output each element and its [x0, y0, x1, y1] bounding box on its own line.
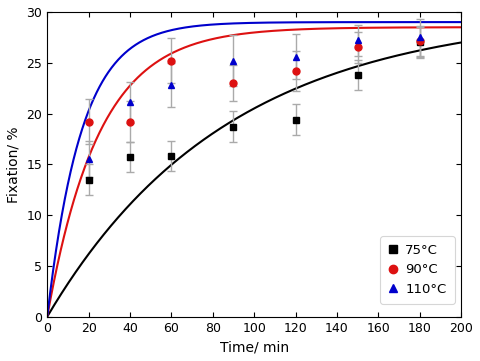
X-axis label: Time/ min: Time/ min: [220, 340, 289, 354]
Y-axis label: Fixation/ %: Fixation/ %: [7, 126, 21, 203]
Legend: 75°C, 90°C, 110°C: 75°C, 90°C, 110°C: [380, 236, 455, 304]
